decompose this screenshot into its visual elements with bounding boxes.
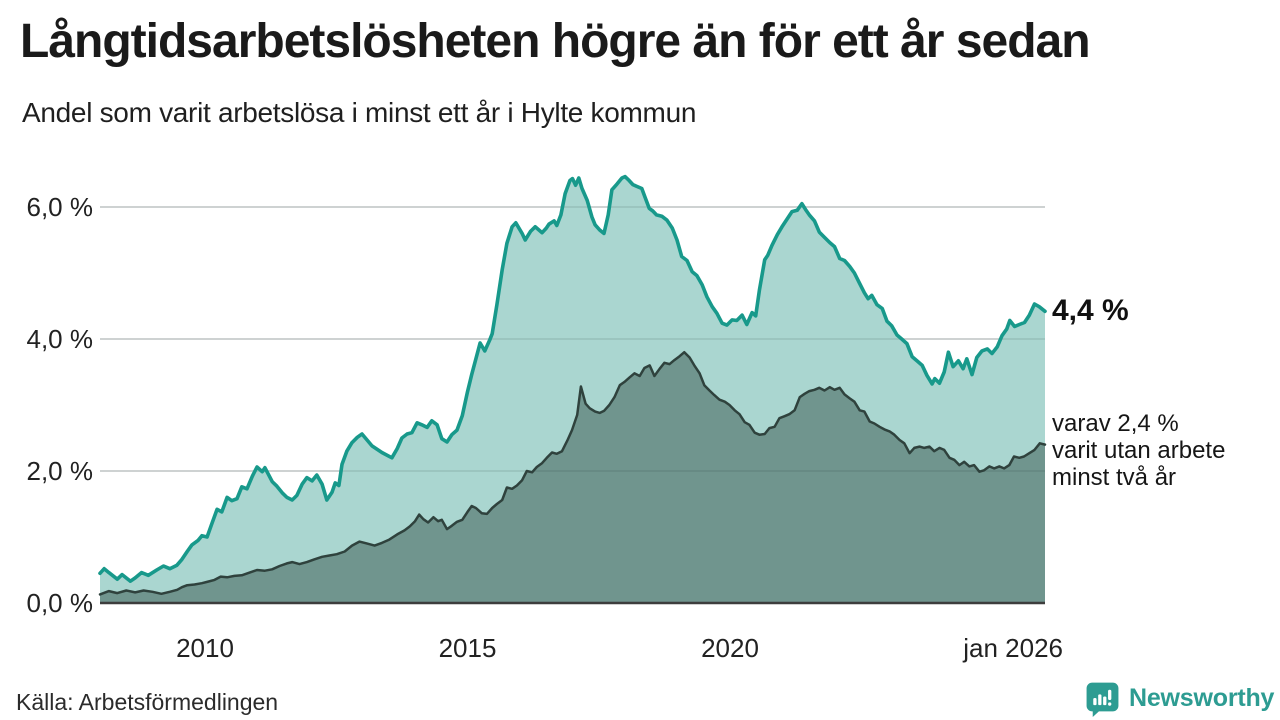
svg-text:jan 2026: jan 2026 xyxy=(962,633,1063,663)
source-note: Källa: Arbetsförmedlingen xyxy=(16,689,279,715)
svg-text:4,0 %: 4,0 % xyxy=(27,324,94,354)
secondary-value-line1: varav 2,4 % xyxy=(1052,410,1179,437)
svg-text:2020: 2020 xyxy=(701,633,759,663)
newsworthy-logo-icon xyxy=(1086,682,1119,717)
svg-text:6,0 %: 6,0 % xyxy=(27,192,94,222)
svg-text:2,0 %: 2,0 % xyxy=(27,456,94,486)
page-subtitle: Andel som varit arbetslösa i minst ett å… xyxy=(22,97,697,128)
latest-value-label: 4,4 % xyxy=(1052,294,1129,327)
newsworthy-wordmark: Newsworthy xyxy=(1129,684,1275,712)
svg-text:2010: 2010 xyxy=(176,633,234,663)
secondary-value-line3: minst två år xyxy=(1052,464,1177,491)
svg-text:0,0 %: 0,0 % xyxy=(27,588,94,618)
svg-text:2015: 2015 xyxy=(439,633,497,663)
newsworthy-brand: Newsworthy xyxy=(1084,680,1274,717)
secondary-value-label: varav 2,4 % varit utan arbete minst två … xyxy=(1052,410,1225,491)
page-title: Långtidsarbetslösheten högre än för ett … xyxy=(20,15,1091,68)
secondary-value-line2: varit utan arbete xyxy=(1052,437,1226,464)
